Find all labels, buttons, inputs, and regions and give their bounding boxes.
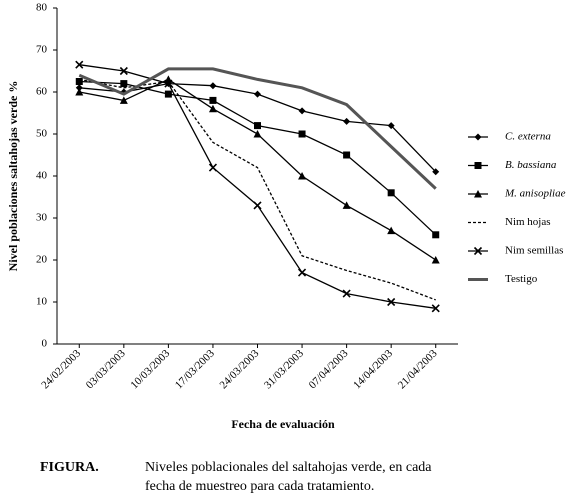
series-line xyxy=(79,80,437,236)
marker xyxy=(253,201,262,210)
marker xyxy=(254,122,261,130)
marker xyxy=(387,122,395,130)
caption-line: Niveles poblacionales del saltahojas ver… xyxy=(145,460,432,475)
marker xyxy=(343,151,351,159)
marker xyxy=(342,289,351,298)
marker xyxy=(254,90,261,98)
marker xyxy=(474,133,482,141)
y-tick-label: 20 xyxy=(36,254,48,266)
x-tick-label: 24/02/2003 xyxy=(39,347,83,391)
x-axis-label: Fecha de evaluación xyxy=(231,417,335,431)
marker xyxy=(209,82,217,90)
marker xyxy=(75,78,83,85)
marker xyxy=(119,96,128,104)
x-tick-label: 31/03/2003 xyxy=(262,347,306,391)
x-tick-label: 07/04/2003 xyxy=(307,347,351,391)
x-tick-label: 10/03/2003 xyxy=(128,347,172,391)
y-tick-label: 70 xyxy=(36,44,48,56)
marker xyxy=(431,304,440,313)
marker xyxy=(387,226,396,235)
marker xyxy=(298,130,306,138)
caption-label: FIGURA. xyxy=(40,460,99,475)
y-tick-label: 10 xyxy=(36,296,48,308)
marker xyxy=(342,201,351,209)
marker xyxy=(75,84,83,92)
legend-label: B. bassiana xyxy=(505,159,557,171)
marker xyxy=(164,79,173,88)
marker xyxy=(473,246,483,256)
marker xyxy=(432,168,440,176)
marker xyxy=(208,163,218,172)
y-axis-label: Nivel poblaciones saltahojas verde % xyxy=(6,81,20,272)
marker xyxy=(387,297,396,307)
marker xyxy=(297,268,307,277)
marker xyxy=(119,66,128,76)
series-line xyxy=(79,78,437,261)
marker xyxy=(75,60,84,69)
y-tick-label: 80 xyxy=(36,2,48,14)
marker xyxy=(298,172,307,180)
marker xyxy=(432,231,440,239)
marker xyxy=(75,88,84,96)
marker xyxy=(474,162,482,169)
y-tick-label: 30 xyxy=(36,212,48,224)
series-line xyxy=(79,78,436,301)
y-tick-label: 0 xyxy=(42,338,48,350)
legend-label: Nim semillas xyxy=(505,245,563,257)
marker xyxy=(298,107,306,115)
y-tick-label: 60 xyxy=(36,86,48,98)
caption-line: fecha de muestreo para cada tratamiento. xyxy=(145,479,374,494)
x-tick-label: 17/03/2003 xyxy=(173,347,217,391)
marker xyxy=(164,90,172,98)
y-tick-label: 40 xyxy=(36,170,48,182)
marker xyxy=(209,96,217,104)
x-tick-label: 03/03/2003 xyxy=(84,347,128,391)
y-tick-label: 50 xyxy=(36,128,48,140)
marker xyxy=(431,256,440,264)
marker xyxy=(120,80,128,88)
series-line xyxy=(78,67,437,190)
marker xyxy=(474,190,482,198)
marker xyxy=(387,189,395,197)
legend-label: C. externa xyxy=(505,131,551,143)
marker xyxy=(208,104,217,113)
x-tick-label: 24/03/2003 xyxy=(217,347,261,391)
marker xyxy=(343,117,351,125)
marker xyxy=(253,130,262,138)
series-line xyxy=(79,64,436,309)
x-tick-label: 21/04/2003 xyxy=(396,347,440,391)
legend-label: M. anisopliae xyxy=(504,188,566,200)
legend-label: Testigo xyxy=(505,273,538,285)
x-tick-label: 14/04/2003 xyxy=(351,347,395,391)
legend-label: Nim hojas xyxy=(505,216,551,228)
